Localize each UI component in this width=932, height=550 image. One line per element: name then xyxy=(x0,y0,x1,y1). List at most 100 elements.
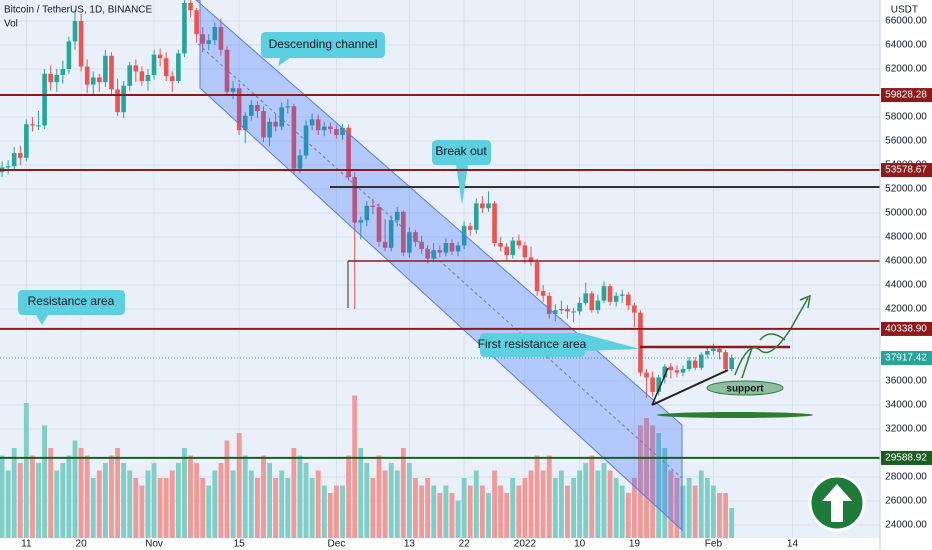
volume-bar xyxy=(115,448,120,538)
x-tick-label: 19 xyxy=(629,539,641,550)
candle-body xyxy=(78,21,84,67)
volume-bar xyxy=(48,448,54,538)
y-tick-label: 32000.00 xyxy=(885,424,927,435)
x-tick-label: 14 xyxy=(787,539,799,550)
candle-body xyxy=(36,125,41,127)
candle-body xyxy=(376,207,382,242)
candle-body xyxy=(577,303,582,312)
candle-body xyxy=(145,75,151,82)
currency-label: USDT xyxy=(891,5,918,16)
last-price-box xyxy=(881,350,932,365)
candle-body xyxy=(729,357,734,370)
volume-bar xyxy=(504,493,510,538)
y-tick-label: 36000.00 xyxy=(885,376,927,387)
y-tick-label: 66000.00 xyxy=(885,16,927,27)
axes: 24000.00 26000.00 28000.00 32000.00 34000.00… xyxy=(21,16,932,550)
projection-arrow xyxy=(734,297,809,376)
volume-bar xyxy=(479,485,485,538)
candle-body xyxy=(236,88,242,131)
candle-body xyxy=(200,34,205,44)
candle-body xyxy=(315,119,321,131)
candle-body xyxy=(115,89,120,113)
volume-bar xyxy=(303,463,309,538)
volume-bar xyxy=(638,425,643,538)
candle-body xyxy=(388,220,394,248)
callout-text: First resistance area xyxy=(478,337,587,351)
volume-bar xyxy=(577,470,583,538)
candle-body xyxy=(66,41,72,70)
candle-body xyxy=(522,245,528,258)
volume-bar xyxy=(498,485,504,538)
candle-body xyxy=(42,73,47,126)
volume-bar xyxy=(182,448,187,538)
support-badge xyxy=(706,380,784,396)
candle-body xyxy=(583,293,589,304)
candle-body xyxy=(285,106,291,108)
volume-bar xyxy=(133,478,139,538)
candle-body xyxy=(230,88,236,92)
y-tick-label: 34000.00 xyxy=(885,400,927,411)
volume-bar xyxy=(194,463,200,538)
time-axis-background xyxy=(0,538,880,550)
support-label: support xyxy=(726,384,764,395)
volume-bar xyxy=(662,448,668,538)
candle-body xyxy=(638,312,643,373)
candle-body xyxy=(218,27,224,50)
candle-body xyxy=(249,105,254,116)
volume-bar xyxy=(297,455,303,538)
candle-body xyxy=(613,295,619,302)
candle-body xyxy=(139,71,145,82)
candle-body xyxy=(364,205,370,221)
volume-bar xyxy=(236,433,242,538)
volume-bar xyxy=(595,470,601,538)
candle-body xyxy=(717,348,722,353)
volume-bar xyxy=(710,485,716,538)
drawings: support Descending channel Break out Res… xyxy=(18,0,880,532)
candle-body xyxy=(674,370,680,373)
volume-bar xyxy=(717,493,722,538)
volume-bar xyxy=(522,478,528,538)
callout-box xyxy=(480,333,640,357)
candle-body xyxy=(212,27,218,41)
volume-bar xyxy=(723,493,729,538)
candle-body xyxy=(528,257,534,263)
volume-bar xyxy=(206,485,212,538)
candle-body xyxy=(242,115,248,131)
callout-text: Resistance area xyxy=(28,294,115,308)
candle-body xyxy=(321,126,327,131)
volume-bar xyxy=(42,425,48,538)
x-tick-label: Feb xyxy=(705,539,723,550)
volume-bar xyxy=(157,478,163,538)
candle-body xyxy=(17,153,23,158)
candle-body xyxy=(54,75,60,83)
volume-bar xyxy=(625,493,631,538)
candle-body xyxy=(328,126,333,130)
projection-arrow xyxy=(741,347,753,379)
candle-body xyxy=(151,54,157,76)
volume-bar xyxy=(692,485,698,538)
y-tick-label: 26000.00 xyxy=(885,496,927,507)
candle-body xyxy=(340,127,345,136)
arrow-head xyxy=(799,294,811,309)
candle-body xyxy=(595,300,601,311)
volume-bar xyxy=(473,470,479,538)
volume-bar xyxy=(0,455,5,538)
candle-body xyxy=(437,250,443,253)
candle-body xyxy=(60,69,66,76)
volume-bar xyxy=(364,463,370,538)
level-label-box xyxy=(881,163,932,178)
candle-body xyxy=(72,21,78,42)
candle-body xyxy=(668,366,674,371)
candle-body xyxy=(559,309,564,311)
candle-body xyxy=(723,352,728,370)
volume-bar xyxy=(273,478,279,538)
x-tick-label: 13 xyxy=(404,539,416,550)
candle-body xyxy=(382,241,388,248)
volume-bar xyxy=(540,470,546,538)
volume-pane xyxy=(0,395,735,538)
volume-bar xyxy=(279,470,285,538)
volume-bar xyxy=(619,485,625,538)
volume-bar xyxy=(327,493,333,538)
candle-body xyxy=(467,226,473,230)
